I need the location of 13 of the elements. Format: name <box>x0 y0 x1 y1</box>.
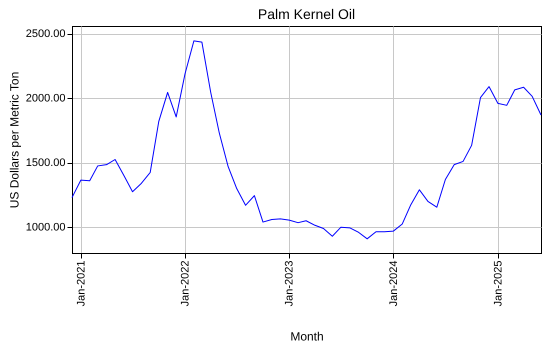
x-axis-title: Month <box>290 329 324 344</box>
y-axis-title: US Dollars per Metric Ton <box>8 72 22 208</box>
y-tick-label: 2500.00 <box>26 28 66 40</box>
x-tick-label: Jan-2023 <box>284 260 296 306</box>
line-series <box>72 40 542 240</box>
chart-title: Palm Kernel Oil <box>258 6 356 22</box>
y-tick-label: 1500.00 <box>26 157 66 170</box>
x-tick-label: Jan-2024 <box>388 260 400 306</box>
x-tick-label: Jan-2022 <box>180 260 192 306</box>
y-tick-label: 2000.00 <box>26 92 66 105</box>
x-tick-label: Jan-2021 <box>75 260 88 306</box>
y-tick-label: 1000.00 <box>26 222 66 234</box>
x-tick-label: Jan-2025 <box>492 260 504 306</box>
